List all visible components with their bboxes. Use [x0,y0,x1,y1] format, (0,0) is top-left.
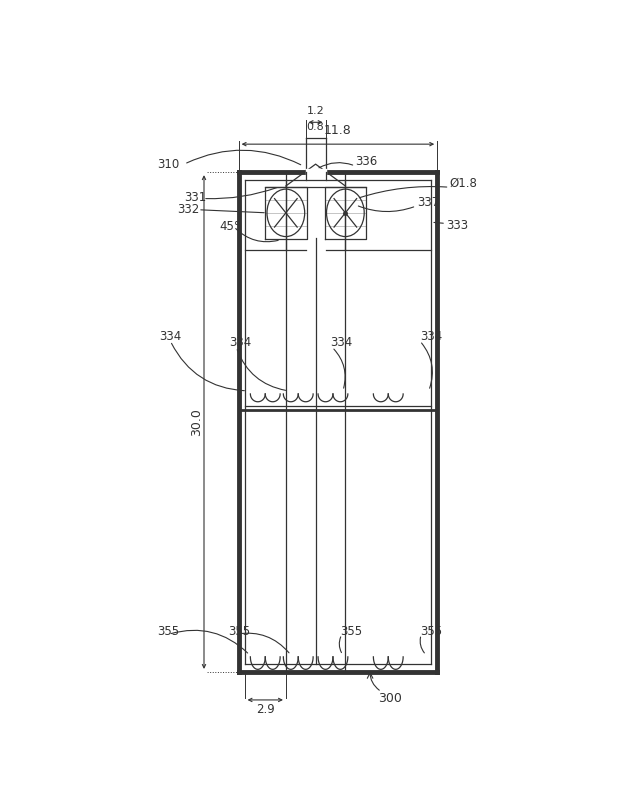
Text: 334: 334 [159,330,182,343]
Text: 337: 337 [417,195,440,208]
Text: 11.8: 11.8 [324,123,352,137]
Text: Ø1.8: Ø1.8 [449,177,477,190]
Text: 310: 310 [157,157,179,170]
Text: 30.0: 30.0 [190,408,203,436]
Text: 355: 355 [340,624,362,637]
Text: 2.9: 2.9 [256,703,275,716]
Text: 334: 334 [229,337,251,350]
Text: 300: 300 [378,692,401,705]
Text: 355: 355 [228,624,250,637]
Text: 334: 334 [330,337,353,350]
Text: 334: 334 [420,330,442,343]
Text: 0.8: 0.8 [307,122,324,131]
Text: 355: 355 [157,624,179,637]
Text: 45°: 45° [220,220,241,233]
Text: 1.2: 1.2 [307,106,324,116]
Text: 332: 332 [177,204,199,217]
Text: 331: 331 [184,191,207,204]
Text: 336: 336 [355,155,378,168]
Text: 355: 355 [420,624,442,637]
Text: 333: 333 [446,219,468,232]
